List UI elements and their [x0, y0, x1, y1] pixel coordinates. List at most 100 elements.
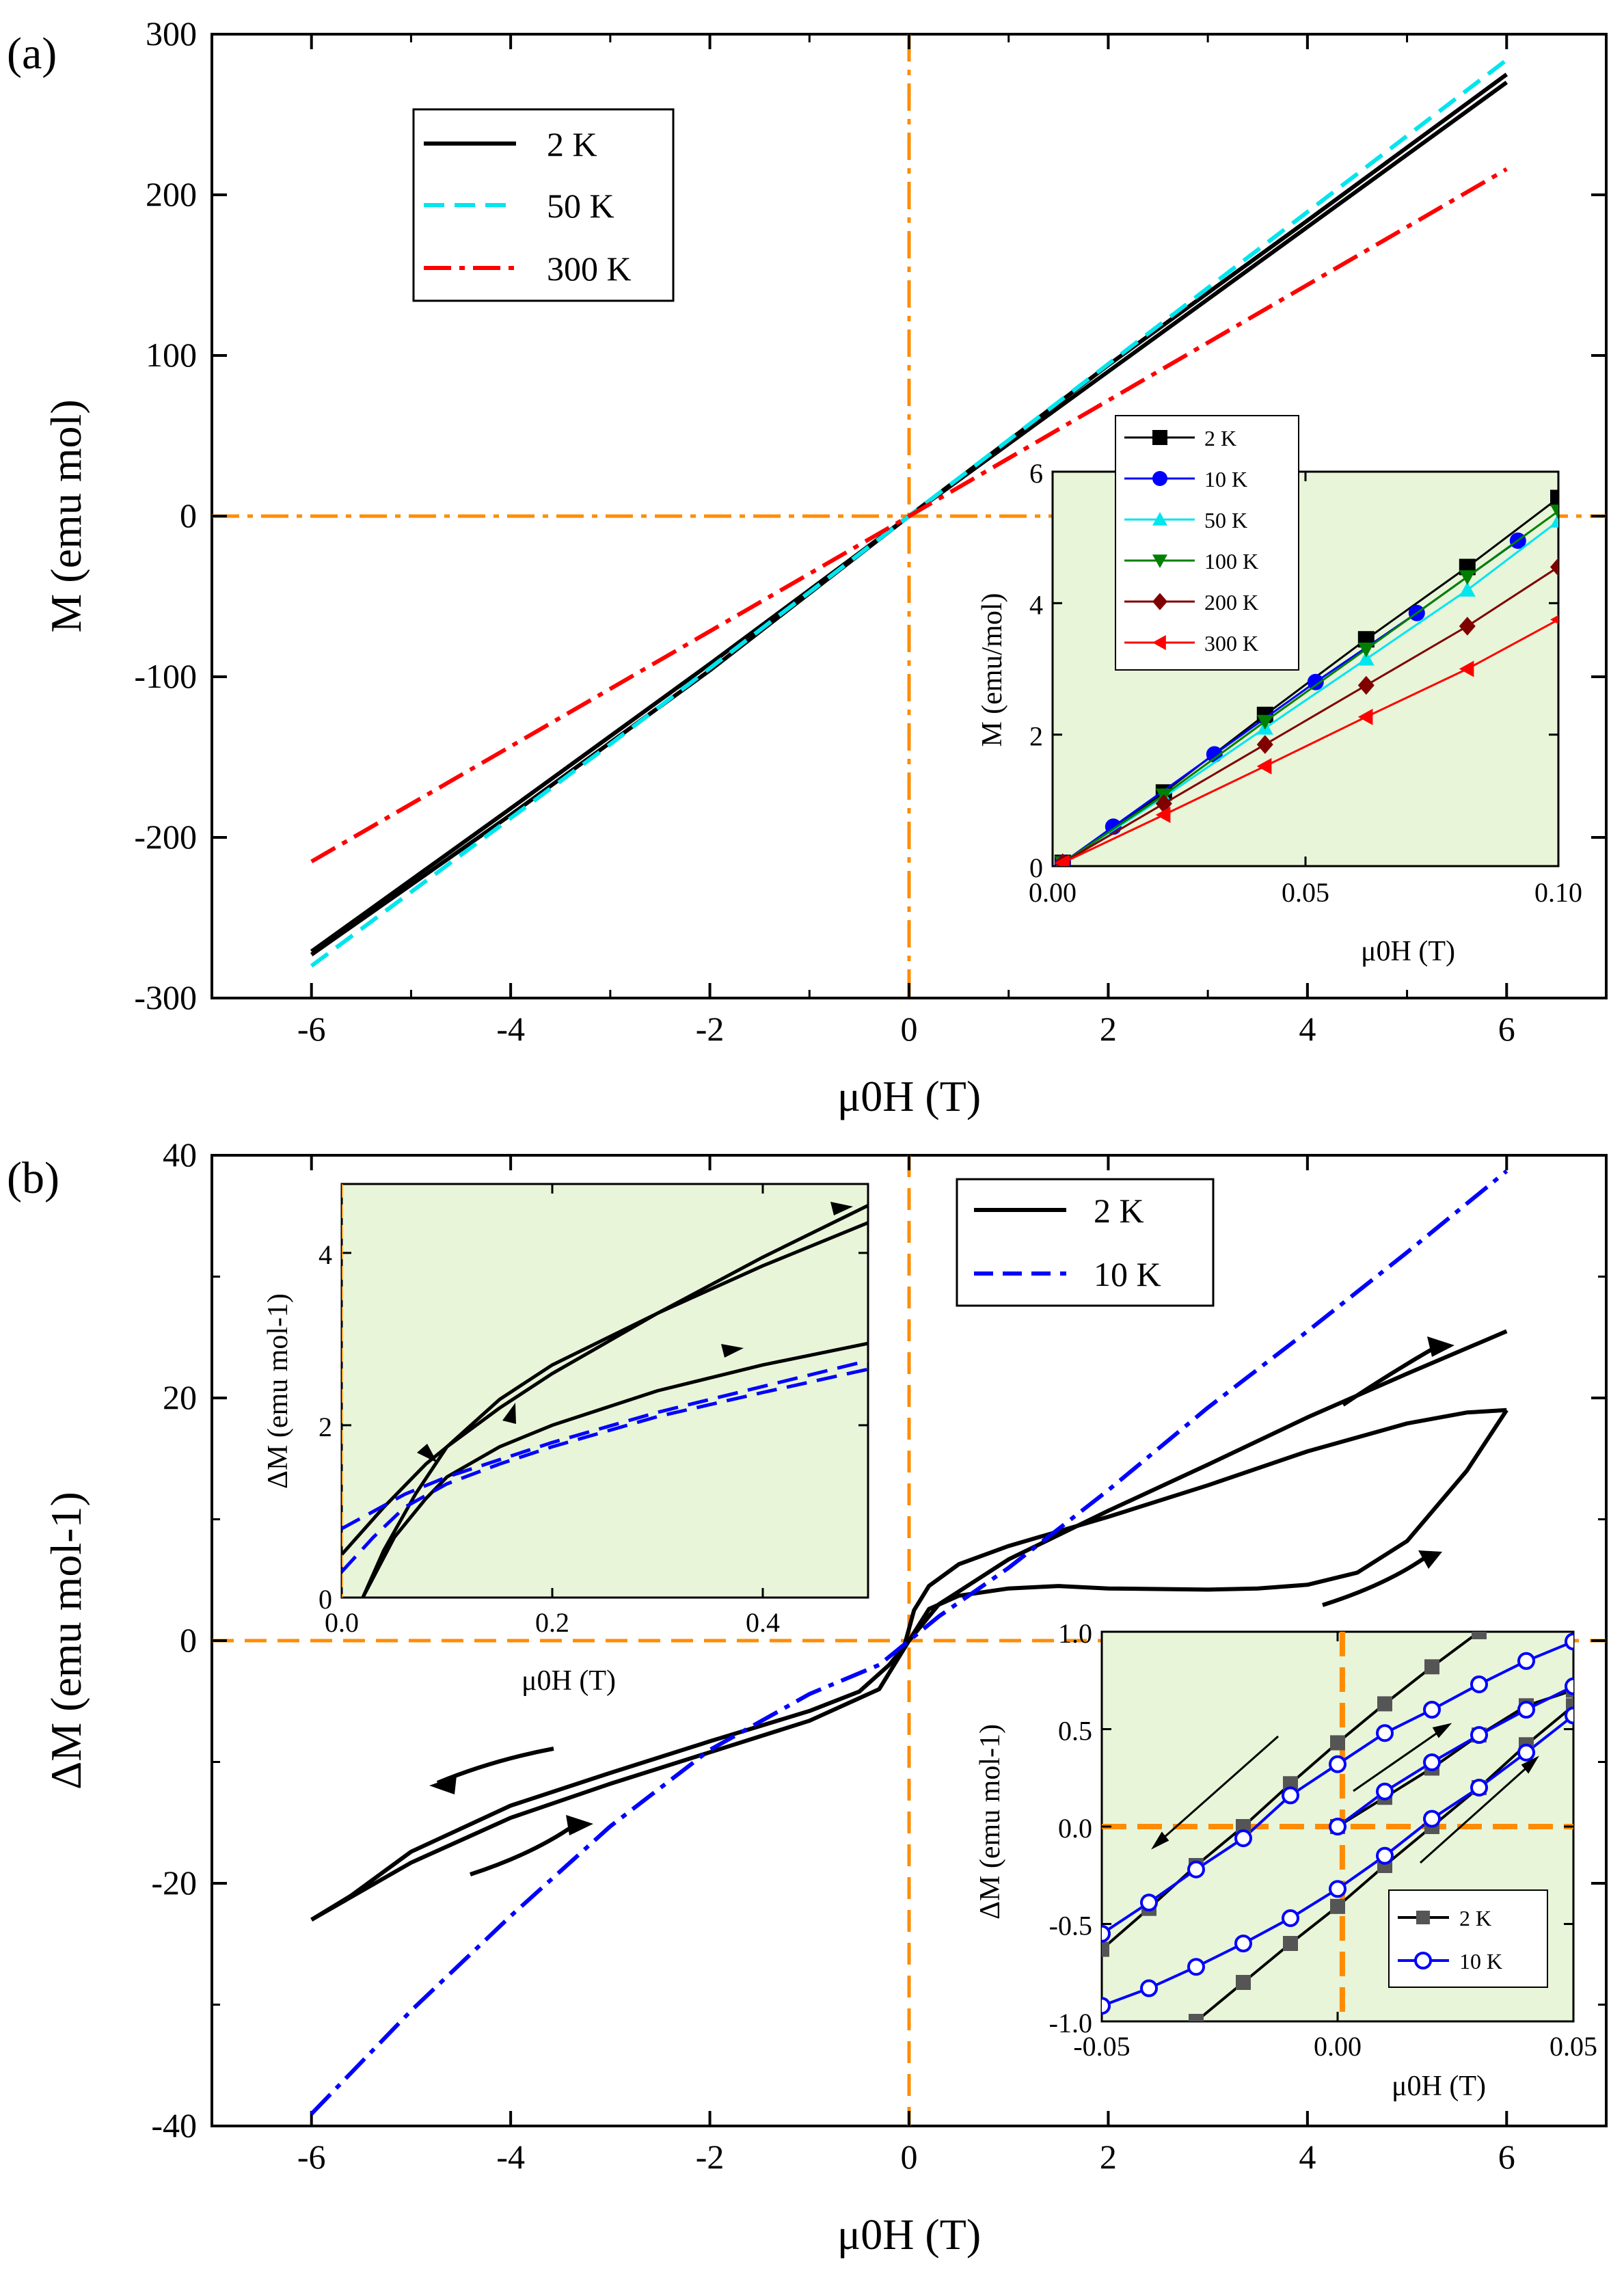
open-circle-marker — [1187, 1860, 1205, 1879]
triangle-up-marker — [1459, 582, 1476, 597]
inset-series-line — [361, 1341, 868, 1598]
triangle-left-marker — [1357, 708, 1373, 725]
triangle-left-marker — [1550, 615, 1558, 625]
square-marker — [1152, 430, 1167, 445]
b-inset-lower-legend: 2 K 10 K — [1388, 1889, 1548, 1988]
series-line-300K — [310, 167, 1508, 863]
a-legend-label: 2 K — [547, 125, 597, 163]
open-circle-marker — [1282, 1786, 1299, 1805]
panel-b: (b) 40 20 0 -20 -40 -6 -4 -2 0 2 4 6 μ0H… — [7, 1135, 1608, 2259]
a-inset-legend-label: 2 K — [1204, 426, 1236, 450]
inset-series-line — [361, 1221, 868, 1598]
triangle-up-marker — [1550, 513, 1558, 528]
square-marker — [1472, 1632, 1487, 1639]
a-ylabel: M (emu mol) — [42, 399, 90, 632]
b-inset-upper-ytick: 0 — [319, 1584, 332, 1615]
panel-a-series — [310, 58, 1508, 968]
a-inset-legend-label: 200 K — [1204, 590, 1258, 615]
square-marker — [1566, 1698, 1573, 1714]
b-inset-upper-xlabel: μ0H (T) — [522, 1665, 616, 1697]
arrow-icon — [1158, 1735, 1279, 1844]
b-xlabel: μ0H (T) — [837, 2210, 981, 2259]
inset-series-line — [1336, 1688, 1573, 1828]
arrow-head-icon — [1432, 1723, 1452, 1738]
b-inset-lower-ytick: 1.0 — [1058, 1618, 1092, 1649]
a-xtick: -4 — [496, 1010, 525, 1048]
open-circle-marker — [1376, 1846, 1394, 1865]
inset-series-line — [1062, 566, 1558, 864]
b-inset-upper-xtick: 0.0 — [325, 1607, 359, 1638]
arrow-head-icon — [429, 1776, 457, 1794]
open-circle-marker — [1470, 1726, 1488, 1745]
diamond-marker — [1357, 675, 1375, 695]
arrow-head-icon — [830, 1202, 853, 1215]
arrow-head-icon — [566, 1815, 593, 1835]
b-ytick: -20 — [151, 1863, 197, 1902]
b-inset-upper-ytick: 4 — [319, 1239, 332, 1270]
b-inset-lower-xtick: 0.00 — [1314, 2031, 1362, 2062]
open-circle-marker — [1517, 1743, 1535, 1762]
open-circle-marker — [1102, 1924, 1111, 1943]
b-inset-lower-series — [1102, 1632, 1573, 2021]
b-inset-lower-ytick: -1.0 — [1049, 2008, 1092, 2038]
a-xtick: 4 — [1299, 1010, 1316, 1048]
open-circle-marker — [1234, 1829, 1252, 1848]
a-ytick: 100 — [146, 336, 197, 374]
series-line-10K — [310, 1169, 1508, 2116]
square-marker — [1236, 1975, 1251, 1990]
triangle-left-marker — [1152, 635, 1166, 650]
circle-marker — [1152, 471, 1167, 486]
panel-b-label: (b) — [7, 1153, 59, 1203]
panel-a-label: (a) — [7, 29, 57, 79]
series-line-2K — [310, 1329, 1508, 1922]
square-marker — [1283, 1936, 1298, 1951]
circle-marker-icon — [1414, 1952, 1432, 1969]
b-inset-upper-ylabel: ΔM (emu mol-1) — [262, 1293, 294, 1489]
a-inset: 0 2 4 6 0.00 0.05 0.10 μ0H (T) M (emu/mo… — [977, 415, 1582, 967]
panel-b-ticks — [212, 1154, 1606, 2127]
triangle-up-marker — [1152, 512, 1167, 526]
open-circle-marker — [1102, 1997, 1111, 2015]
triangle-down-marker — [1152, 554, 1167, 568]
a-inset-ytick: 4 — [1029, 589, 1043, 620]
a-inset-xtick: 0.00 — [1029, 877, 1077, 908]
b-inset-lower-ytick: -0.5 — [1049, 1911, 1092, 1941]
a-inset-legend: 2 K 10 K 50 K 100 K 200 K 300 K — [1115, 415, 1299, 671]
a-legend: 2 K 50 K 300 K — [412, 108, 675, 302]
square-marker — [1330, 1735, 1345, 1751]
a-xtick: 0 — [901, 1010, 918, 1048]
b-legend-label: 10 K — [1094, 1255, 1161, 1293]
a-inset-ylabel: M (emu/mol) — [977, 593, 1008, 746]
b-inset-lower-legend-label: 2 K — [1459, 1906, 1491, 1930]
square-marker — [1189, 2014, 1204, 2021]
b-inset-upper-arrows — [417, 1202, 853, 1463]
a-ytick: 200 — [146, 175, 197, 213]
b-legend: 2 K 10 K — [956, 1178, 1215, 1307]
circle-marker — [1307, 673, 1324, 690]
open-circle-marker — [1376, 1782, 1394, 1801]
a-inset-ytick: 2 — [1029, 721, 1043, 752]
b-xtick: 4 — [1299, 2138, 1316, 2176]
a-inset-legend-box — [1115, 415, 1299, 671]
a-ytick: -200 — [134, 818, 197, 856]
square-marker — [1377, 1696, 1392, 1712]
b-ylabel: ΔM (emu mol-1) — [42, 1492, 90, 1790]
arrow-icon — [436, 1747, 554, 1785]
a-xtick: 6 — [1498, 1010, 1515, 1048]
diamond-marker — [1256, 735, 1273, 754]
b-inset-upper-xtick: 0.2 — [535, 1607, 569, 1638]
square-marker — [1424, 1659, 1439, 1675]
triangle-left-marker — [1256, 757, 1272, 775]
a-xtick: 2 — [1100, 1010, 1117, 1048]
a-inset-legend-label: 300 K — [1204, 631, 1258, 656]
a-inset-ytick: 0 — [1029, 852, 1043, 883]
square-marker — [1102, 1941, 1109, 1957]
triangle-left-marker — [1155, 806, 1171, 823]
b-xtick: -4 — [496, 2138, 525, 2176]
a-inset-xlabel: μ0H (T) — [1361, 936, 1455, 967]
b-xtick: 0 — [901, 2138, 918, 2176]
diamond-marker — [1459, 617, 1476, 636]
b-direction-arrows — [429, 1336, 1454, 1876]
open-circle-marker — [1517, 1652, 1535, 1670]
